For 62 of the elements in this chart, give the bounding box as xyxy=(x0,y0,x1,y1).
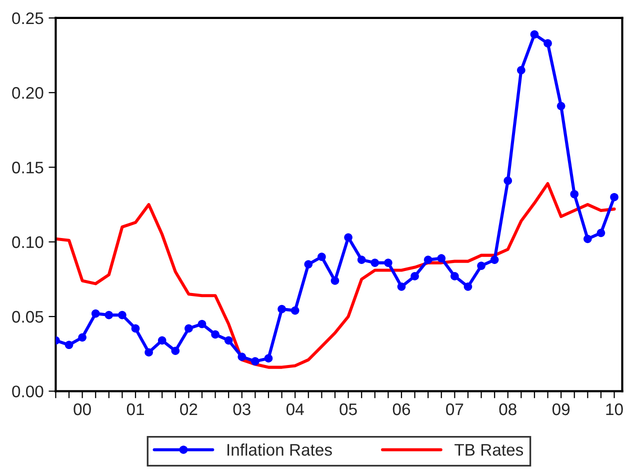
x-tick-label: 09 xyxy=(552,403,570,416)
x-tick-label: 01 xyxy=(126,403,144,416)
point xyxy=(144,348,153,357)
point xyxy=(464,282,472,291)
point xyxy=(104,310,114,320)
point xyxy=(131,324,140,333)
point xyxy=(211,330,220,339)
point xyxy=(424,256,432,264)
point xyxy=(596,228,606,238)
y-tick-label: 0.05 xyxy=(12,310,44,323)
point xyxy=(64,340,74,350)
point xyxy=(330,276,340,285)
point xyxy=(584,234,592,244)
point xyxy=(610,192,618,202)
x-tick-label: 02 xyxy=(180,403,198,416)
point xyxy=(184,324,193,333)
point xyxy=(370,258,380,267)
point xyxy=(158,336,166,345)
point xyxy=(78,333,86,342)
point xyxy=(517,66,526,74)
point xyxy=(251,357,260,366)
point xyxy=(570,190,579,198)
y-tick-label: 0.25 xyxy=(12,12,44,24)
point xyxy=(450,272,459,280)
legend-label: TB Rates xyxy=(454,444,524,456)
point xyxy=(224,336,233,345)
point xyxy=(357,256,366,264)
point xyxy=(238,352,246,362)
y-tick-label: 0.10 xyxy=(12,236,44,248)
point xyxy=(264,354,273,362)
line-series xyxy=(56,182,616,369)
x-tick-label: 05 xyxy=(340,403,357,416)
x-tick-label: 08 xyxy=(499,403,516,416)
point xyxy=(490,256,499,264)
point xyxy=(544,39,552,48)
point xyxy=(410,272,419,280)
point xyxy=(118,310,126,320)
x-tick-label: 04 xyxy=(286,403,304,416)
point xyxy=(278,304,286,314)
point xyxy=(477,262,486,270)
point xyxy=(91,309,100,318)
x-tick-label: 10 xyxy=(606,403,623,416)
point xyxy=(304,260,313,268)
point xyxy=(318,252,326,261)
point xyxy=(198,320,206,328)
point xyxy=(171,346,180,356)
point xyxy=(437,254,446,262)
point xyxy=(556,102,566,110)
point xyxy=(384,258,392,267)
point xyxy=(344,233,352,242)
x-tick-label: 03 xyxy=(233,403,250,416)
x-tick-label: 00 xyxy=(74,403,91,416)
x-tick-label: 07 xyxy=(446,403,464,416)
y-tick-label: 0.15 xyxy=(12,162,44,174)
point xyxy=(530,30,539,39)
y-tick-label: 0.00 xyxy=(12,386,44,398)
point xyxy=(397,282,406,291)
point xyxy=(504,176,512,185)
x-tick-label: 06 xyxy=(392,403,410,416)
legend-label: Inflation Rates xyxy=(228,443,332,456)
point xyxy=(290,306,300,315)
y-tick-label: 0.20 xyxy=(12,87,44,99)
